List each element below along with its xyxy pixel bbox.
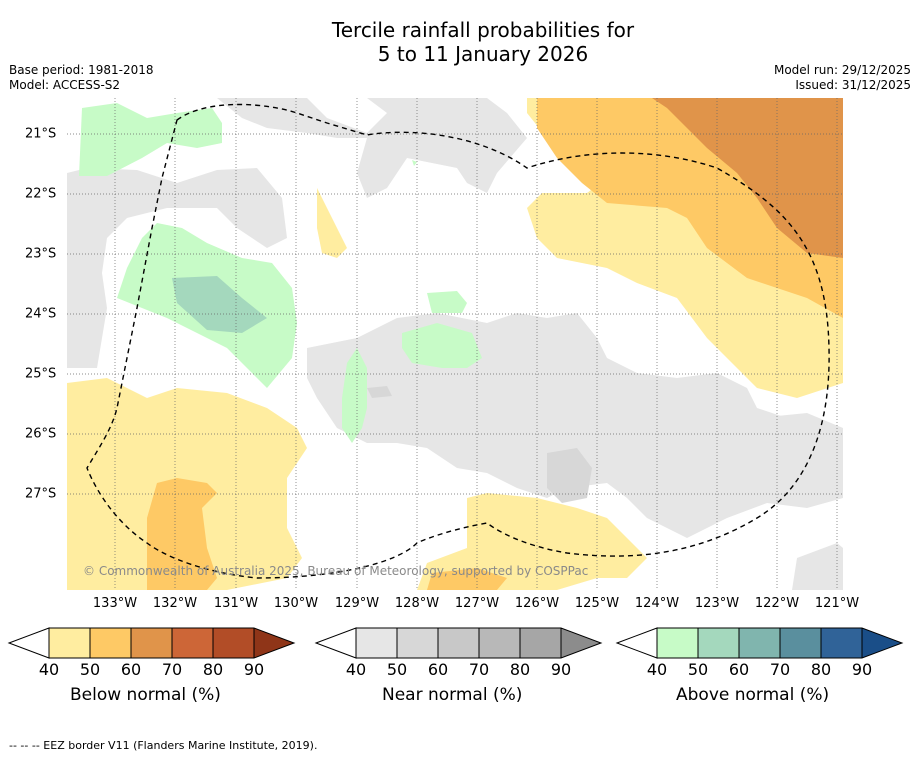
colorbar-above-seg	[780, 628, 821, 658]
lon-label-125w: 125°W	[574, 596, 620, 611]
colorbar-tick: 40	[345, 660, 367, 679]
colorbar-above-min-triangle	[615, 627, 658, 659]
lon-label-126w: 126°W	[514, 596, 560, 611]
colorbar-tick: 70	[468, 660, 490, 679]
colorbar-below-min-triangle	[7, 627, 50, 659]
lat-label-24s: 24°S	[25, 306, 57, 322]
above-normal-50-regions	[172, 276, 267, 333]
lon-label-129w: 129°W	[334, 596, 380, 611]
colorbar-near-min-triangle	[314, 627, 357, 659]
title-line-2: 5 to 11 January 2026	[377, 42, 589, 66]
colorbar-near-max-triangle	[561, 628, 601, 658]
colorbar-tick: 50	[687, 660, 709, 679]
lon-label-132w: 132°W	[152, 596, 198, 611]
colorbar-below-label: Below normal (%)	[70, 685, 221, 705]
colorbar-tick: 80	[202, 660, 224, 679]
lon-label-130w: 130°W	[273, 596, 319, 611]
colorbar-near-seg	[397, 628, 438, 658]
colorbar-tick: 60	[427, 660, 449, 679]
colorbar-tick: 90	[550, 660, 572, 679]
colorbars	[7, 627, 904, 659]
model-run: Model run: 29/12/2025	[773, 63, 911, 77]
meta-left: Base period: 1981-2018 Model: ACCESS-S2	[9, 63, 154, 93]
colorbar-above-label: Above normal (%)	[676, 685, 830, 705]
lat-label-27s: 27°S	[25, 486, 57, 502]
colorbar-tick: 70	[161, 660, 183, 679]
colorbar-tick: 60	[120, 660, 142, 679]
colorbar-tick: 50	[386, 660, 408, 679]
colorbar-tick: 40	[646, 660, 668, 679]
lat-label-23s: 23°S	[25, 246, 57, 262]
eez-border	[86, 103, 830, 579]
colorbar-near-seg	[520, 628, 561, 658]
colorbar-near	[314, 627, 603, 659]
meta-right: Model run: 29/12/2025 Issued: 31/12/2025	[774, 63, 911, 93]
issued-date: Issued: 31/12/2025	[795, 78, 911, 92]
colorbar-above-seg	[821, 628, 862, 658]
colorbar-near-seg	[356, 628, 397, 658]
eez-footnote: -- -- -- EEZ border V11 (Flanders Marine…	[9, 739, 318, 752]
colorbar-above-seg	[657, 628, 698, 658]
colorbar-tick: 80	[509, 660, 531, 679]
lon-label-133w: 133°W	[92, 596, 138, 611]
colorbar-below	[7, 627, 296, 659]
colorbar-above-outline	[656, 627, 904, 659]
colorbar-tick: 90	[243, 660, 265, 679]
colorbar-near-seg	[479, 628, 520, 658]
lon-label-127w: 127°W	[454, 596, 500, 611]
copyright-notice: © Commonwealth of Australia 2025, Bureau…	[83, 564, 589, 578]
colorbar-above	[615, 627, 904, 659]
lon-label-122w: 122°W	[754, 596, 800, 611]
model-name: Model: ACCESS-S2	[9, 78, 121, 92]
colorbar-above-max-triangle	[862, 628, 902, 658]
probability-map	[67, 98, 843, 590]
lon-label-131w: 131°W	[213, 596, 259, 611]
lat-label-21s: 21°S	[25, 126, 57, 142]
lon-label-128w: 128°W	[394, 596, 440, 611]
colorbar-below-seg	[131, 628, 172, 658]
colorbar-tick: 70	[769, 660, 791, 679]
colorbar-above-seg	[739, 628, 780, 658]
colorbar-below-seg	[172, 628, 213, 658]
colorbar-below-seg	[90, 628, 131, 658]
lat-label-25s: 25°S	[25, 366, 57, 382]
colorbar-tick: 60	[728, 660, 750, 679]
colorbar-near-outline	[355, 627, 603, 659]
map-panel: © Commonwealth of Australia 2025, Bureau…	[67, 98, 843, 590]
colorbar-near-seg	[438, 628, 479, 658]
colorbar-tick: 90	[851, 660, 873, 679]
lon-label-123w: 123°W	[694, 596, 740, 611]
base-period: Base period: 1981-2018	[9, 63, 154, 77]
colorbar-below-seg	[49, 628, 90, 658]
lon-label-124w: 124°W	[634, 596, 680, 611]
colorbar-below-seg	[213, 628, 254, 658]
lon-label-121w: 121°W	[814, 596, 860, 611]
lat-label-26s: 26°S	[25, 426, 57, 442]
colorbar-tick: 80	[810, 660, 832, 679]
colorbar-near-label: Near normal (%)	[382, 685, 523, 705]
colorbar-tick: 50	[79, 660, 101, 679]
colorbar-tick: 40	[38, 660, 60, 679]
graticule	[67, 98, 843, 590]
colorbar-below-outline	[48, 627, 296, 659]
below-normal-60-regions	[652, 98, 843, 258]
colorbar-above-seg	[698, 628, 739, 658]
lat-label-22s: 22°S	[25, 186, 57, 202]
colorbar-below-max-triangle	[254, 628, 294, 658]
map-title: Tercile rainfall probabilities for 5 to …	[0, 18, 919, 66]
near-normal-50-regions	[367, 386, 592, 503]
title-line-1: Tercile rainfall probabilities for	[331, 18, 635, 42]
